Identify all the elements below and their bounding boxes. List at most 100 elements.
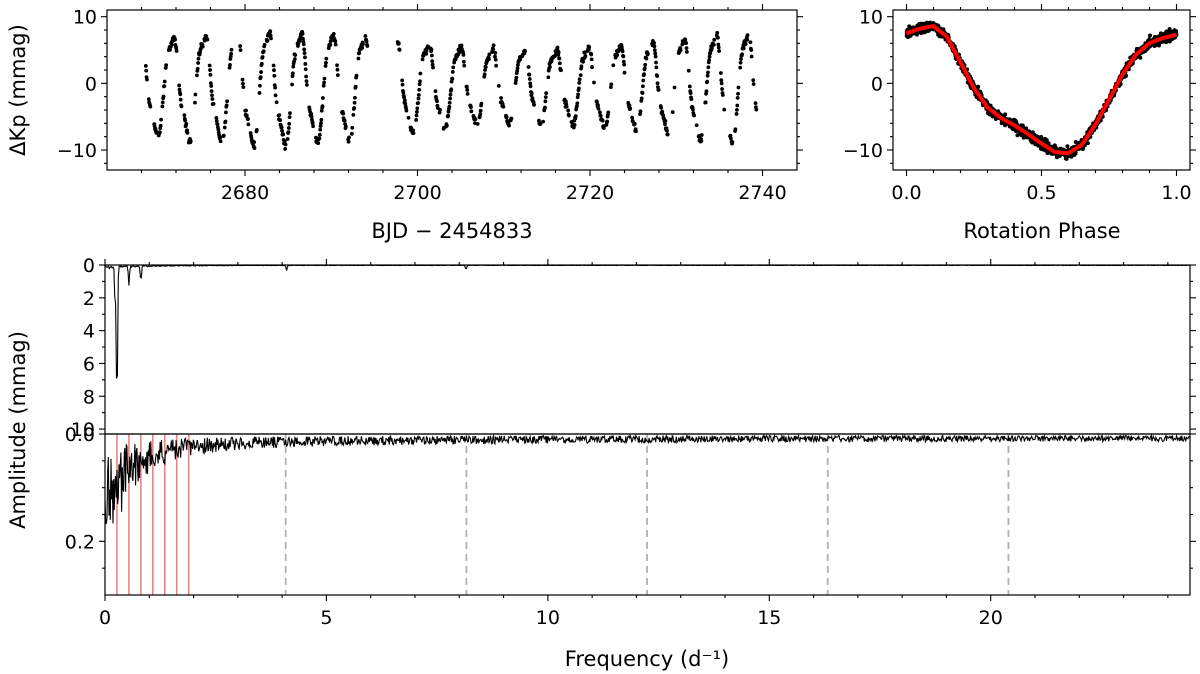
light-curve-point — [168, 47, 172, 52]
light-curve-point — [365, 44, 370, 48]
light-curve-point — [709, 46, 714, 50]
light-curve-point — [160, 100, 165, 105]
light-curve-point — [716, 35, 720, 40]
light-curve-point — [402, 98, 407, 103]
light-curve-point — [592, 80, 596, 85]
phase-point — [1069, 154, 1074, 159]
light-curve-point — [753, 101, 758, 105]
light-curve-point — [448, 96, 452, 101]
light-curve-point — [424, 51, 429, 56]
phase-point — [1138, 55, 1143, 60]
light-curve-point — [632, 121, 637, 126]
light-curve-point — [751, 82, 756, 86]
light-curve-point — [415, 106, 420, 111]
light-curve-point — [546, 75, 551, 80]
light-curve-point — [644, 56, 649, 61]
light-curve-point — [302, 51, 307, 56]
light-curve-point — [469, 109, 474, 114]
phase-point — [1052, 143, 1057, 148]
light-curve-point — [322, 80, 326, 85]
light-curve-point — [541, 119, 545, 124]
light-curve-point — [730, 140, 735, 145]
phase-point — [1081, 146, 1086, 151]
light-curve-point — [652, 48, 657, 53]
light-curve-point — [575, 95, 580, 100]
light-curve-point — [278, 118, 283, 123]
light-curve-point — [722, 107, 727, 112]
light-curve-point — [184, 121, 189, 126]
light-curve-point — [157, 130, 162, 135]
light-curve-point — [402, 95, 406, 100]
light-curve-point — [704, 89, 709, 94]
light-curve-point — [564, 104, 569, 109]
light-curve-point — [576, 86, 581, 91]
light-curve-point — [598, 110, 602, 115]
light-curve-point — [318, 124, 323, 128]
light-curve-point — [639, 96, 644, 101]
phase-point — [1065, 144, 1070, 149]
light-curve-point — [672, 85, 677, 90]
light-curve-point — [716, 42, 721, 47]
light-curve-point — [301, 42, 306, 47]
light-curve-point — [628, 106, 633, 111]
light-curve-point — [158, 123, 163, 128]
light-curve-point — [487, 52, 492, 57]
light-curve-point — [196, 56, 201, 61]
light-curve-point — [357, 51, 362, 55]
light-curve-point — [160, 104, 165, 109]
light-curve-point — [200, 44, 205, 49]
light-curve-point — [311, 124, 315, 129]
light-curve-axes: −10 0 10 2680 2700 2720 2740 — [57, 4, 803, 204]
light-curve-point — [221, 133, 226, 138]
light-curve-point — [162, 79, 167, 84]
light-curve-point — [451, 65, 456, 70]
light-curve-point — [259, 61, 264, 66]
light-curve-point — [743, 42, 748, 46]
light-curve-point — [146, 97, 151, 102]
light-curve-point — [271, 63, 276, 68]
light-curve-point — [269, 36, 273, 41]
light-curve-point — [328, 42, 333, 47]
light-curve-point — [707, 54, 712, 59]
light-curve-point — [268, 33, 273, 38]
light-curve-point — [415, 110, 419, 114]
light-curve-point — [448, 92, 453, 97]
light-curve-point — [464, 84, 469, 89]
light-curve-point — [321, 96, 325, 100]
light-curve-point — [652, 41, 656, 45]
light-curve-point — [465, 88, 470, 92]
light-curve-point — [718, 71, 723, 75]
light-curve-point — [720, 93, 725, 97]
spectrum-full-panel: 0 2 4 6 8 10 — [71, 255, 1196, 441]
light-curve-point — [254, 128, 259, 132]
light-curve-point — [292, 57, 297, 61]
light-curve-point — [225, 99, 229, 104]
light-curve-point — [499, 96, 504, 100]
y-tick-label: 0 — [85, 73, 97, 95]
light-curve-point — [283, 142, 288, 147]
light-curve-point — [734, 112, 739, 116]
light-curve-point — [246, 122, 251, 127]
light-curve-point — [640, 91, 645, 95]
light-curve-point — [286, 126, 291, 130]
light-curve-point — [430, 62, 435, 67]
light-curve-point — [692, 113, 697, 118]
light-curve-point — [196, 61, 201, 65]
light-curve-point — [342, 118, 347, 123]
light-curve-point — [627, 103, 632, 108]
y-tick-label: 10 — [859, 7, 883, 29]
light-curve-point — [193, 92, 198, 97]
light-curve-point — [548, 65, 552, 69]
y-tick-label: 0.0 — [65, 424, 95, 446]
phase-point — [910, 25, 915, 30]
phase-point — [1041, 147, 1046, 152]
light-curve-point — [606, 110, 611, 115]
light-curve-point — [684, 50, 689, 54]
light-curve-point — [444, 123, 449, 128]
x-tick-label: 0 — [99, 607, 111, 629]
light-curve-point — [652, 44, 657, 49]
light-curve-point — [262, 42, 267, 47]
light-curve-point — [706, 70, 710, 75]
light-curve-point — [437, 110, 442, 115]
light-curve-point — [433, 89, 438, 94]
